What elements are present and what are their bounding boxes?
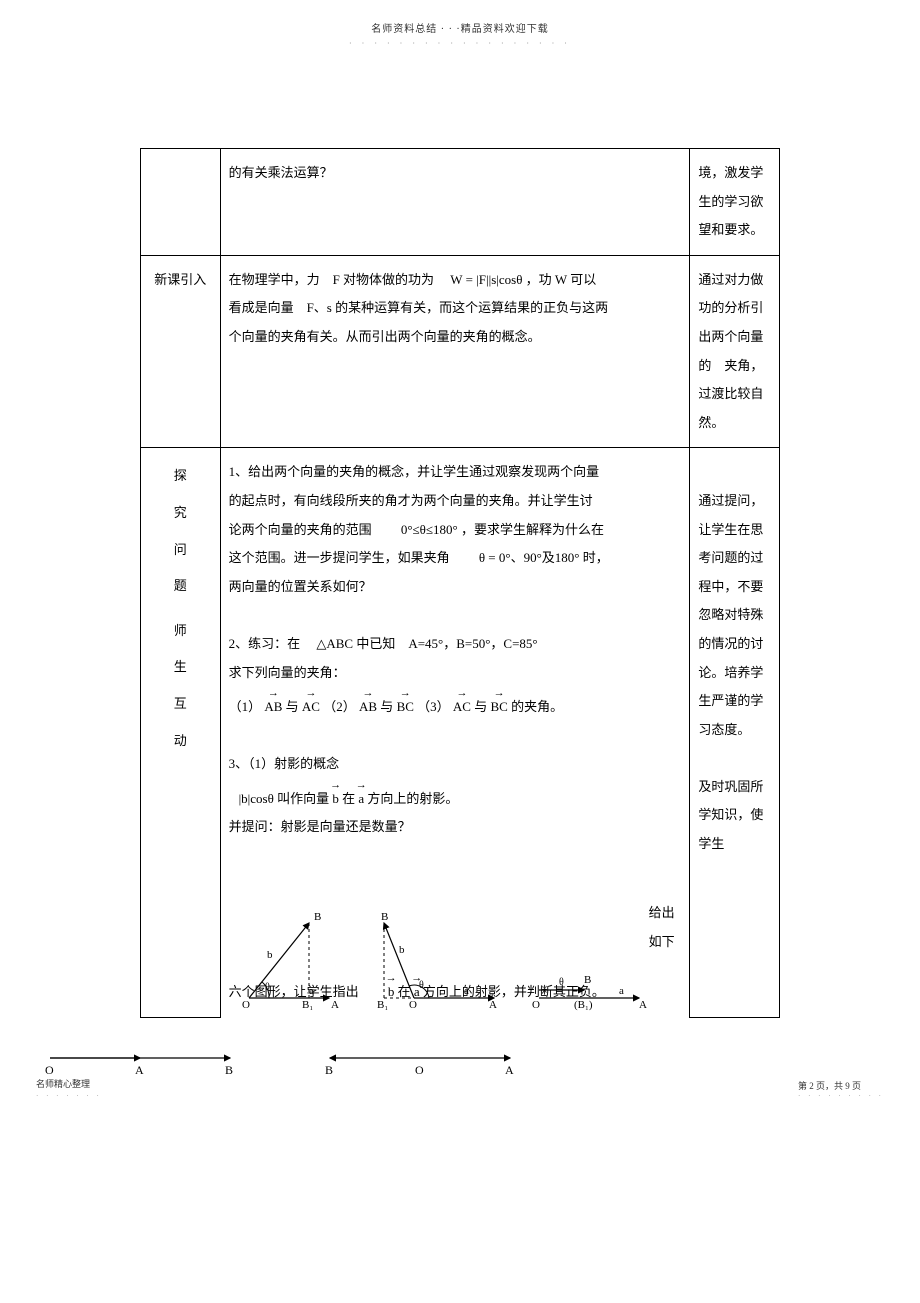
page-header: 名师资料总结 · · ·精品资料欢迎下载 <box>0 20 920 35</box>
formula-range: 0°≤θ≤180° <box>401 522 458 537</box>
text: 看成是向量 F、s 的某种运算有关，而这个运算结果的正负与这两 <box>229 300 609 315</box>
row1-content: 的有关乘法运算？ <box>220 149 690 256</box>
table-row: 探 究 问 题 师 生 互 动 1、给出两个向量的夹角的概念，并让学生通过观察发… <box>141 448 780 1017</box>
footer-left-text: 名师精心整理 <box>36 1079 90 1089</box>
text: 在 <box>398 984 411 999</box>
label-char: 师 <box>174 617 187 646</box>
table-row: 新课引入 在物理学中，力 F 对物体做的功为 W = |F||s|cosθ ，功… <box>141 255 780 448</box>
text: 叫作向量 <box>277 791 332 806</box>
label-char: 生 <box>174 653 187 682</box>
text: 的夹角。 <box>511 699 563 714</box>
text: 中已知 A=45°，B=50°，C=85° <box>356 636 537 651</box>
text: 2、练习：在 <box>229 636 314 651</box>
footer-left: 名师精心整理 · · · · · · · <box>36 1077 102 1100</box>
label-char: 探 <box>174 462 187 491</box>
lbl-A: A <box>135 1063 144 1077</box>
text: 在物理学中，力 F 对物体做的功为 <box>229 272 447 287</box>
lbl-A: A <box>505 1063 514 1077</box>
text: （3） <box>417 699 450 714</box>
label-char: 互 <box>174 690 187 719</box>
label-char: 问 <box>174 536 187 565</box>
lbl-B: B <box>225 1063 233 1077</box>
row3-note: 通过提问，让学生在思考问题的过程中，不要忽略对特殊的情况的讨论。培养学生严谨的学… <box>690 448 780 1017</box>
text: 个向量的夹角有关。从而引出两个向量的夹角的概念。 <box>229 329 541 344</box>
text: 方向上的射影。 <box>367 791 458 806</box>
text: 1、给出两个向量的夹角的概念，并让学生通过观察发现两个向量 <box>229 464 600 479</box>
lbl-A: A <box>639 999 647 1011</box>
label-char: 究 <box>174 499 187 528</box>
lbl-b: b <box>399 944 405 956</box>
bottom-diagrams: O A B B O A <box>40 1048 920 1078</box>
text: ，功 W 可以 <box>526 272 597 287</box>
vector-bc: BC <box>397 687 414 722</box>
text: 的起点时，有向线段所夹的角才为两个向量的夹角。并让学生讨 <box>229 493 593 508</box>
text: 两向量的位置关系如何？ <box>229 579 372 594</box>
text: ，要求学生解释为什么在 <box>461 522 604 537</box>
row2-label: 新课引入 <box>141 255 221 448</box>
diagram-line-boa: B O A <box>320 1048 520 1078</box>
row1-note: 境，激发学生的学习欲望和要求。 <box>690 149 780 256</box>
row2-note: 通过对力做功的分析引出两个向量的 夹角，过渡比较自然。 <box>690 255 780 448</box>
vector-ab: AB <box>359 687 377 722</box>
lbl-B: B <box>314 911 321 923</box>
vector-b: b <box>332 779 339 814</box>
text: 与 <box>380 699 393 714</box>
header-dots: · · · · · · · · · · · · · · · · · · <box>0 39 920 48</box>
text: 与 <box>474 699 487 714</box>
vector-ac: AC <box>453 687 471 722</box>
text: 求下列向量的夹角： <box>229 665 346 680</box>
row3-label: 探 究 问 题 师 生 互 动 <box>141 448 221 1017</box>
label-text: 新课引入 <box>154 272 206 287</box>
footer-right-dots: · · · · · · · · · <box>798 1092 884 1100</box>
vector-b: b <box>388 972 395 1007</box>
lesson-table: 的有关乘法运算？ 境，激发学生的学习欲望和要求。 新课引入 在物理学中，力 F … <box>140 148 780 1018</box>
vector-a: a <box>414 972 420 1007</box>
label-char: 动 <box>174 727 187 756</box>
lbl-O: O <box>415 1063 424 1077</box>
text: 的有关乘法运算？ <box>229 165 333 180</box>
text: 境，激发学生的学习欲望和要求。 <box>698 165 763 237</box>
row1-label <box>141 149 221 256</box>
table-row: 的有关乘法运算？ 境，激发学生的学习欲望和要求。 <box>141 149 780 256</box>
footer-right-text: 第 2 页，共 9 页 <box>798 1081 861 1091</box>
lbl-B: B <box>325 1063 333 1077</box>
row2-content: 在物理学中，力 F 对物体做的功为 W = |F||s|cosθ ，功 W 可以… <box>220 255 690 448</box>
text: 论两个向量的夹角的范围 <box>229 522 398 537</box>
vector-bc: BC <box>491 687 508 722</box>
footer-left-dots: · · · · · · · <box>36 1092 102 1100</box>
vector-a: a <box>358 779 364 814</box>
text: 通过对力做功的分析引出两个向量的 夹角，过渡比较自然。 <box>698 272 763 430</box>
label-char: 题 <box>174 572 187 601</box>
text: 这个范围。进一步提问学生，如果夹角 <box>229 550 476 565</box>
text: 并提问：射影是向量还是数量？ <box>229 819 411 834</box>
lbl-a: a <box>619 985 624 997</box>
text: 通过提问，让学生在思考问题的过程中，不要忽略对特殊的情况的讨论。培养学生严谨的学… <box>698 493 763 851</box>
formula-theta: θ = 0°、90°及180° <box>479 550 580 565</box>
lbl-b: b <box>267 949 273 961</box>
text: 给出如下 <box>649 905 675 949</box>
diagram-line-oab: O A B <box>40 1048 240 1078</box>
vector-ab: AB <box>264 687 282 722</box>
text: 时， <box>583 550 609 565</box>
text: 在 <box>342 791 355 806</box>
footer-right: 第 2 页，共 9 页 · · · · · · · · · <box>798 1079 884 1100</box>
formula-projection: |b|cosθ <box>239 791 274 806</box>
vector-ac: AC <box>302 687 320 722</box>
text: 与 <box>286 699 299 714</box>
lbl-B: B <box>381 911 388 923</box>
formula-triangle: △ABC <box>316 636 353 651</box>
formula-work: W = |F||s|cosθ <box>450 272 522 287</box>
text: 六个图形，让学生指出 <box>229 984 385 999</box>
text: （1） <box>229 699 262 714</box>
text: 方向上的射影，并判断其正负。 <box>423 984 605 999</box>
text: （2） <box>323 699 356 714</box>
row3-content: 1、给出两个向量的夹角的概念，并让学生通过观察发现两个向量 的起点时，有向线段所… <box>220 448 690 1017</box>
lbl-O: O <box>45 1063 54 1077</box>
text: 3、（1）射影的概念 <box>229 756 340 771</box>
